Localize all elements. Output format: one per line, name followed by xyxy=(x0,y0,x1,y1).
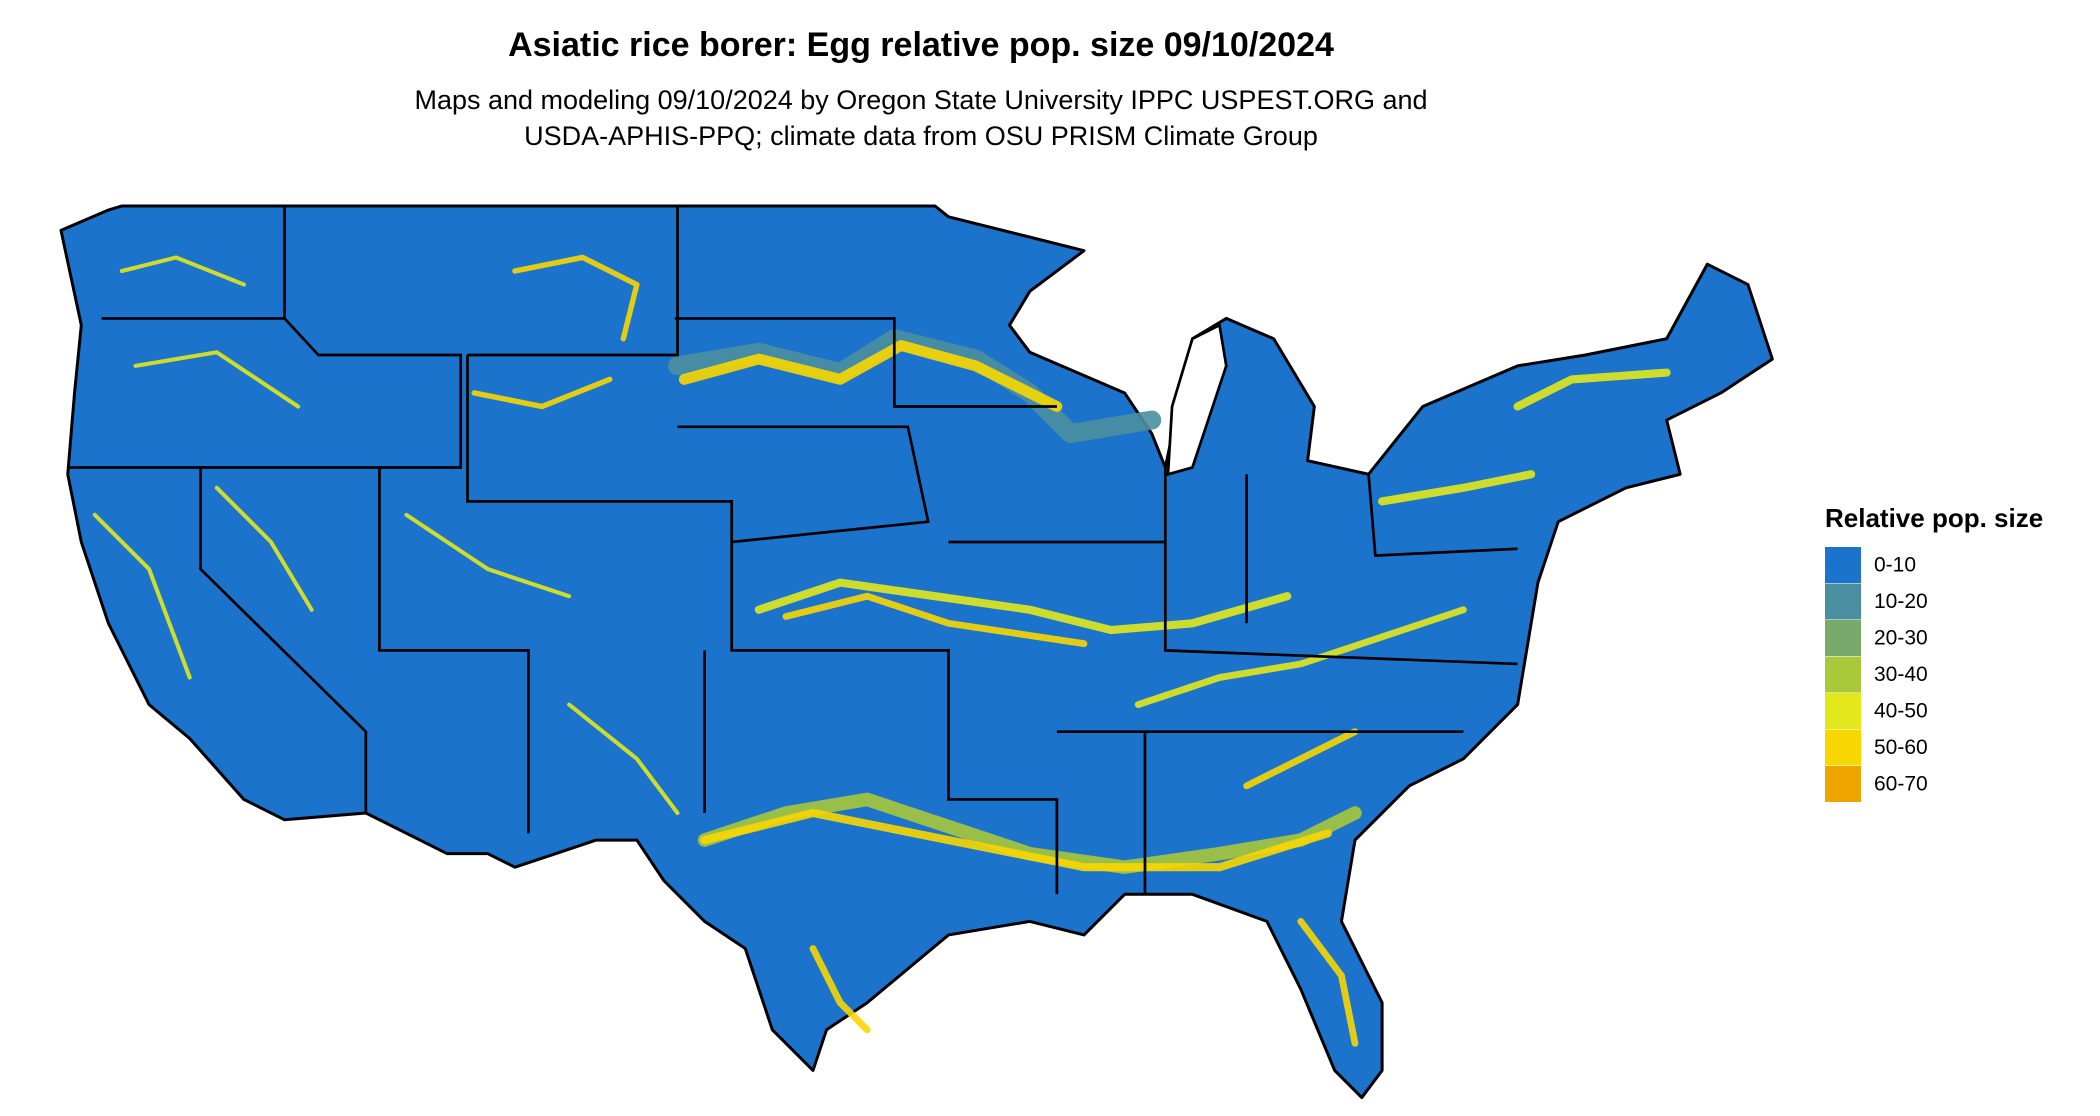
legend-label: 0-10 xyxy=(1874,554,1916,577)
legend-swatch xyxy=(1825,693,1861,729)
risk-streak xyxy=(471,254,640,410)
risk-streak xyxy=(92,255,680,816)
subtitle: Maps and modeling 09/10/2024 by Oregon S… xyxy=(414,85,1427,115)
legend-label: 40-50 xyxy=(1874,700,1928,723)
legend-label: 20-30 xyxy=(1874,627,1928,650)
legend-swatch xyxy=(1825,656,1861,693)
risk-streak xyxy=(1134,606,1467,708)
legend-swatch xyxy=(1825,729,1861,766)
legend-label: 10-20 xyxy=(1874,590,1928,613)
map xyxy=(59,204,1774,1100)
risk-streak xyxy=(678,340,1063,412)
state-borders xyxy=(67,205,1518,895)
risk-streak xyxy=(782,592,1088,648)
legend-label: 50-60 xyxy=(1874,736,1928,759)
risk-streak xyxy=(809,728,1359,1047)
legend-label: 60-70 xyxy=(1874,773,1928,796)
risk-streak xyxy=(754,578,1292,635)
lake-michigan xyxy=(1166,323,1228,477)
title: Asiatic rice borer: Egg relative pop. si… xyxy=(508,26,1334,64)
risk-areas xyxy=(92,254,1671,1047)
legend: 0-10 10-20 20-30 30-40 40-50 50-60 60-70 xyxy=(1825,547,1928,802)
legend-swatch xyxy=(1825,766,1861,802)
subtitle: USDA-APHIS-PPQ; climate data from OSU PR… xyxy=(524,121,1318,151)
risk-streak xyxy=(700,808,1332,872)
risk-streak xyxy=(668,329,1162,444)
risk-streak xyxy=(1378,368,1671,506)
legend-swatch xyxy=(1825,620,1861,656)
legend-swatch xyxy=(1825,583,1861,620)
legend-swatch xyxy=(1825,547,1861,583)
legend-label: 30-40 xyxy=(1874,663,1928,686)
legend-title: Relative pop. size xyxy=(1825,503,2043,533)
